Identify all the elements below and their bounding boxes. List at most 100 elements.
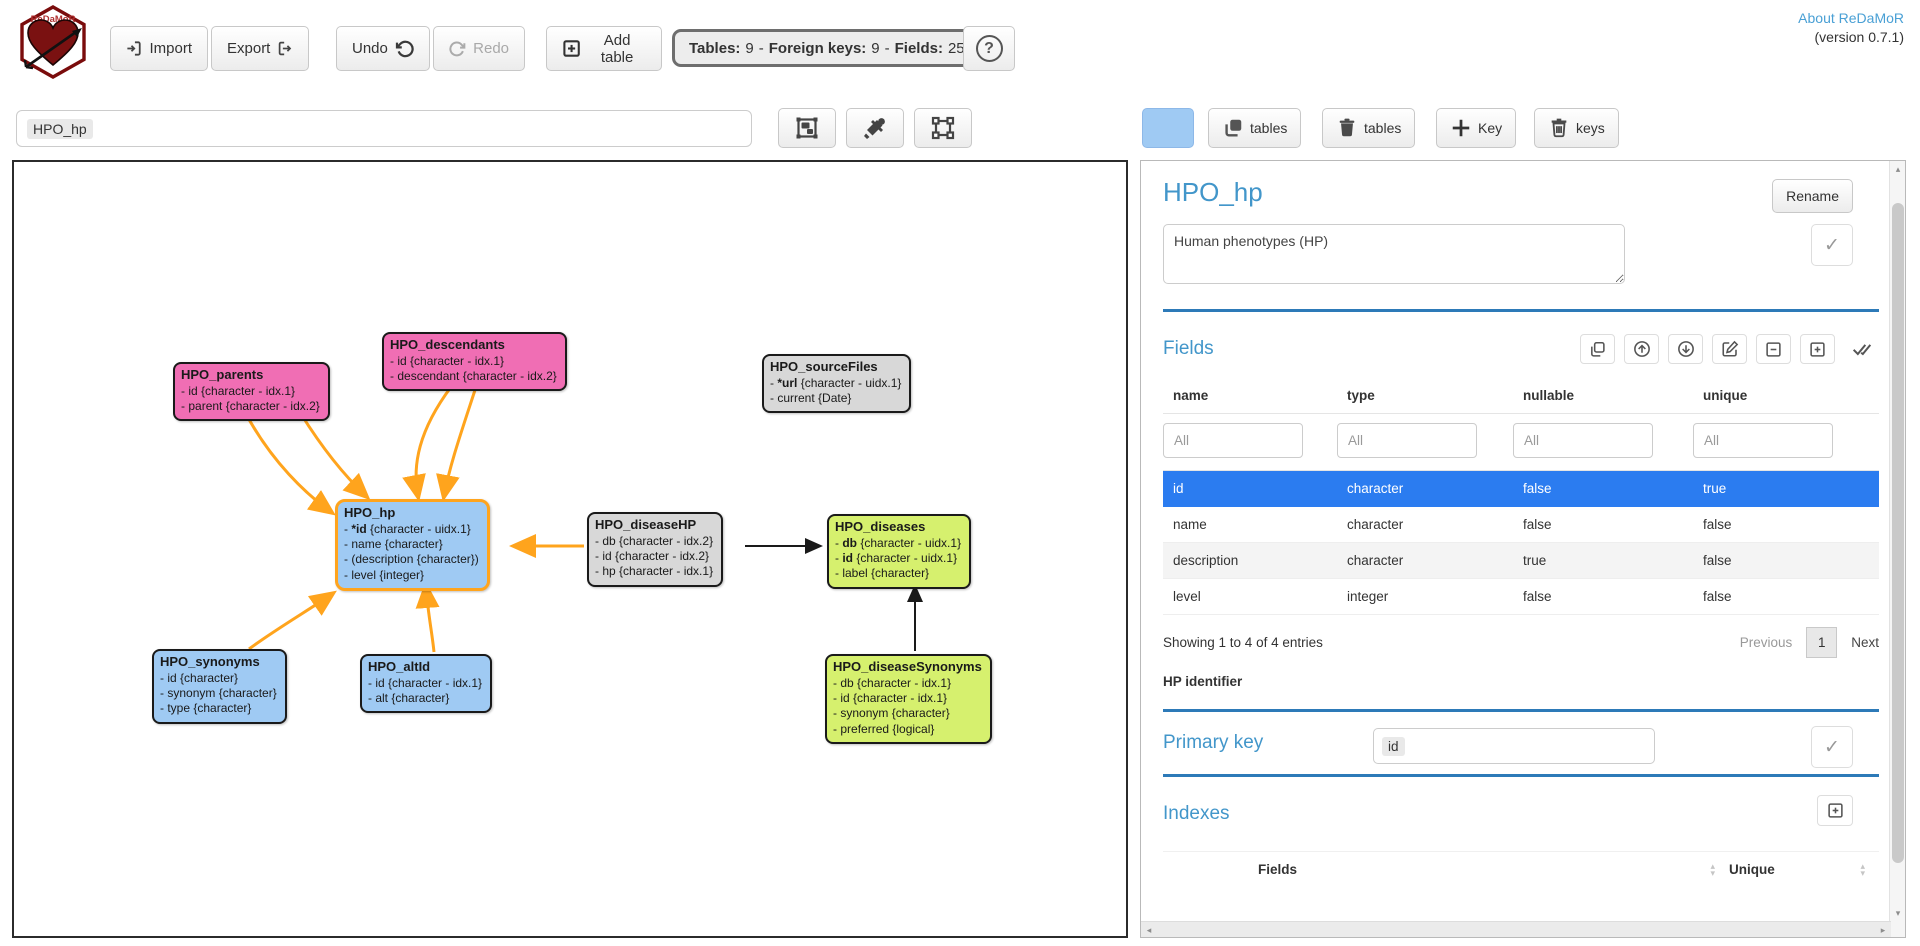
add-index-button[interactable]: [1817, 795, 1853, 826]
delete-tables-button[interactable]: tables: [1322, 108, 1416, 148]
stats-tables-label: Tables:: [689, 39, 741, 57]
add-table-button[interactable]: Add table: [546, 26, 662, 71]
next-page-button[interactable]: Next: [1851, 635, 1879, 650]
auto-layout-button[interactable]: [846, 108, 904, 148]
help-button[interactable]: ?: [963, 26, 1015, 71]
vector-square-icon: [931, 116, 955, 140]
table-node-HPO_diseaseHP[interactable]: HPO_diseaseHP - db {character - idx.2} -…: [587, 512, 724, 587]
add-field-button[interactable]: [1800, 334, 1835, 364]
table-node-HPO_hp[interactable]: HPO_hp - *id {character - uidx.1} - name…: [335, 499, 490, 592]
table-node-field: - id {character - idx.1}: [181, 383, 296, 398]
diagram-canvas[interactable]: HPO_parents - id {character - idx.1} - p…: [12, 160, 1128, 938]
duplicate-tables-button[interactable]: tables: [1208, 108, 1302, 148]
table-node-field: - synonym {character}: [160, 685, 277, 700]
indexes-col-unique: Unique: [1729, 862, 1775, 877]
panel-horizontal-scrollbar[interactable]: ◂ ▸: [1141, 921, 1891, 937]
export-button[interactable]: Export: [211, 26, 309, 71]
delete-keys-button[interactable]: keys: [1534, 108, 1619, 148]
object-group-icon: [796, 117, 818, 139]
filter-unique-input[interactable]: [1693, 423, 1833, 458]
scroll-right-icon[interactable]: ▸: [1880, 924, 1886, 935]
about-link[interactable]: About ReDaMoR: [1798, 10, 1904, 26]
indexes-table-header: Fields ▴ ▾ Unique ▴ ▾: [1163, 851, 1879, 889]
table-node-HPO_descendants[interactable]: HPO_descendants - id {character - idx.1}…: [382, 332, 567, 392]
table-node-HPO_synonyms[interactable]: HPO_synonyms - id {character} - synonym …: [152, 649, 287, 724]
move-field-up-button[interactable]: [1624, 334, 1659, 364]
table-node-title: HPO_sourceFiles: [770, 359, 878, 374]
field-row-id[interactable]: id character false true: [1163, 470, 1879, 507]
trash-icon: [1339, 118, 1355, 137]
table-node-field: - level {integer}: [344, 567, 425, 582]
delete-tables-label: tables: [1364, 120, 1402, 136]
version-text: (version 0.7.1): [1814, 29, 1904, 45]
indexes-col-fields: Fields: [1258, 862, 1298, 877]
scroll-up-icon[interactable]: ▴: [1895, 163, 1901, 174]
table-detail-panel: HPO_hp Rename Human phenotypes (HP) ✓ Fi…: [1140, 160, 1906, 938]
previous-page-button[interactable]: Previous: [1739, 635, 1793, 650]
confirm-primary-key-button[interactable]: ✓: [1811, 726, 1853, 768]
remove-field-button[interactable]: [1756, 334, 1791, 364]
validate-fields-button[interactable]: [1844, 334, 1879, 364]
edit-icon: [1721, 340, 1738, 357]
page-number-button[interactable]: 1: [1806, 627, 1838, 658]
col-nullable: nullable: [1513, 380, 1693, 414]
redo-button[interactable]: Redo: [433, 26, 525, 71]
redo-icon: [449, 41, 466, 56]
filter-name-input[interactable]: [1163, 423, 1303, 458]
primary-key-input[interactable]: id: [1373, 728, 1655, 764]
stats-fields-value: 25: [947, 39, 965, 57]
field-cell-unique: false: [1693, 542, 1879, 579]
table-description-input[interactable]: Human phenotypes (HP): [1163, 224, 1625, 284]
undo-button[interactable]: Undo: [336, 26, 430, 71]
import-button[interactable]: Import: [110, 26, 208, 71]
table-node-HPO_sourceFiles[interactable]: HPO_sourceFiles - *url {character - uidx…: [762, 354, 912, 414]
scroll-down-icon[interactable]: ▾: [1895, 907, 1901, 918]
section-divider: [1163, 709, 1879, 712]
table-node-field: - type {character}: [160, 701, 252, 716]
fields-table: name type nullable unique idcharacterfal…: [1163, 380, 1879, 615]
filter-nullable-input[interactable]: [1513, 423, 1653, 458]
field-cell-unique: false: [1693, 578, 1879, 615]
add-key-button[interactable]: Key: [1436, 108, 1517, 148]
table-node-title: HPO_parents: [181, 367, 264, 382]
scroll-left-icon[interactable]: ◂: [1146, 924, 1152, 935]
model-stats-badge: Tables: 9 - Foreign keys: 9 - Fields: 25: [672, 29, 982, 67]
plus-square-icon: [1827, 803, 1843, 818]
field-row-level[interactable]: level integer false false: [1163, 578, 1879, 615]
redo-label: Redo: [473, 40, 509, 57]
field-row-description[interactable]: description character true false: [1163, 542, 1879, 579]
confirm-description-button[interactable]: ✓: [1811, 224, 1853, 266]
scrollbar-thumb[interactable]: [1892, 203, 1904, 863]
add-key-label: Key: [1478, 120, 1503, 136]
sort-icon[interactable]: ▴ ▾: [1860, 860, 1865, 878]
sort-icon[interactable]: ▴ ▾: [1710, 860, 1715, 878]
check-icon: ✓: [1824, 234, 1840, 256]
duplicate-tables-label: tables: [1250, 120, 1288, 136]
app-header: ReDaMoR Import Export Undo Redo Add tabl…: [0, 0, 1920, 156]
table-color-swatch[interactable]: [1142, 108, 1194, 148]
field-cell-type: integer: [1337, 578, 1513, 615]
edit-field-button[interactable]: [1712, 334, 1747, 364]
table-node-HPO_diseases[interactable]: HPO_diseases - db {character - uidx.1} -…: [827, 514, 972, 589]
stats-tables-value: 9: [745, 39, 754, 57]
move-field-down-button[interactable]: [1668, 334, 1703, 364]
delete-keys-label: keys: [1576, 120, 1605, 136]
copy-fields-button[interactable]: [1580, 334, 1615, 364]
select-area-button[interactable]: [914, 108, 972, 148]
filter-type-input[interactable]: [1337, 423, 1477, 458]
field-row-name[interactable]: name character false false: [1163, 506, 1879, 543]
table-node-title: HPO_descendants: [390, 337, 505, 352]
arrow-up-circle-icon: [1633, 341, 1650, 357]
table-node-HPO_parents[interactable]: HPO_parents - id {character - idx.1} - p…: [173, 362, 330, 422]
table-summary: Showing 1 to 4 of 4 entries: [1163, 635, 1323, 650]
add-table-icon: [563, 40, 580, 57]
field-cell-type: character: [1337, 542, 1513, 579]
minus-square-icon: [1766, 341, 1781, 357]
table-node-HPO_diseaseSynonyms[interactable]: HPO_diseaseSynonyms - db {character - id…: [825, 654, 992, 745]
export-image-button[interactable]: [778, 108, 836, 148]
fields-heading: Fields: [1163, 338, 1214, 359]
panel-vertical-scrollbar[interactable]: ▴ ▾: [1889, 161, 1905, 937]
rename-button[interactable]: Rename: [1772, 179, 1853, 213]
table-node-HPO_altId[interactable]: HPO_altId - id {character - idx.1} - alt…: [360, 654, 493, 714]
search-input[interactable]: HPO_hp: [16, 110, 752, 147]
